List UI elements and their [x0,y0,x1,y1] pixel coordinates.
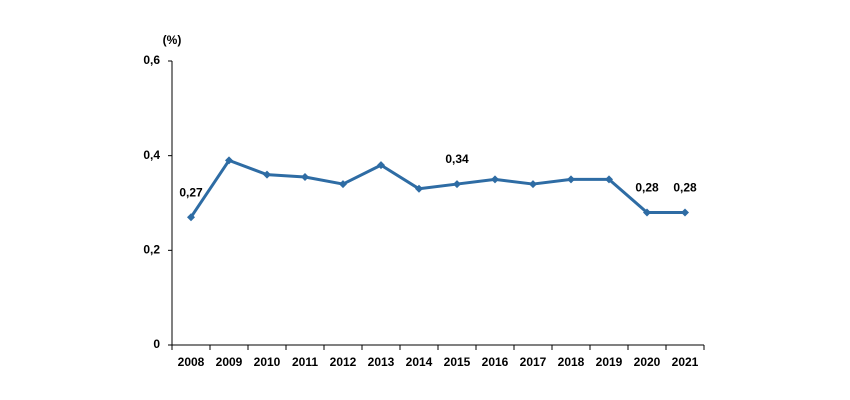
x-tick-label: 2012 [330,355,357,369]
x-tick-label: 2018 [558,355,585,369]
value-label: 0,27 [179,185,203,199]
x-tick-label: 2017 [520,355,547,369]
x-tick-label: 2019 [596,355,623,369]
x-tick-label: 2009 [216,355,243,369]
marker [643,208,651,217]
y-tick-label: 0,2 [143,243,160,257]
y-tick-label: 0,6 [143,53,160,67]
y-tick-label: 0 [153,337,160,351]
marker [567,175,575,184]
marker [605,175,613,184]
value-label: 0,28 [673,181,697,195]
marker [453,180,461,189]
marker [187,213,195,222]
marker [529,180,537,189]
line [189,158,685,219]
x-tick-label: 2013 [368,355,395,369]
x-tick-label: 2016 [482,355,509,369]
marker [681,208,689,217]
marker [263,170,271,179]
value-label: 0,28 [635,181,659,195]
x-tick-label: 2010 [254,355,281,369]
value-label: 0,34 [445,152,469,166]
y-tick-label: 0,4 [143,148,160,162]
x-tick-label: 2011 [292,355,318,369]
marker [225,156,233,165]
marker [301,172,309,181]
x-tick-label: 2014 [406,355,433,369]
x-tick-label: 2015 [444,355,471,369]
x-tick-label: 2021 [672,355,699,369]
marker [491,175,499,184]
y-axis-label: (%) [163,33,182,47]
marker [377,161,385,170]
x-tick-label: 2008 [178,355,205,369]
marker [415,184,423,193]
marker [339,180,347,189]
x-tick-label: 2020 [634,355,661,369]
